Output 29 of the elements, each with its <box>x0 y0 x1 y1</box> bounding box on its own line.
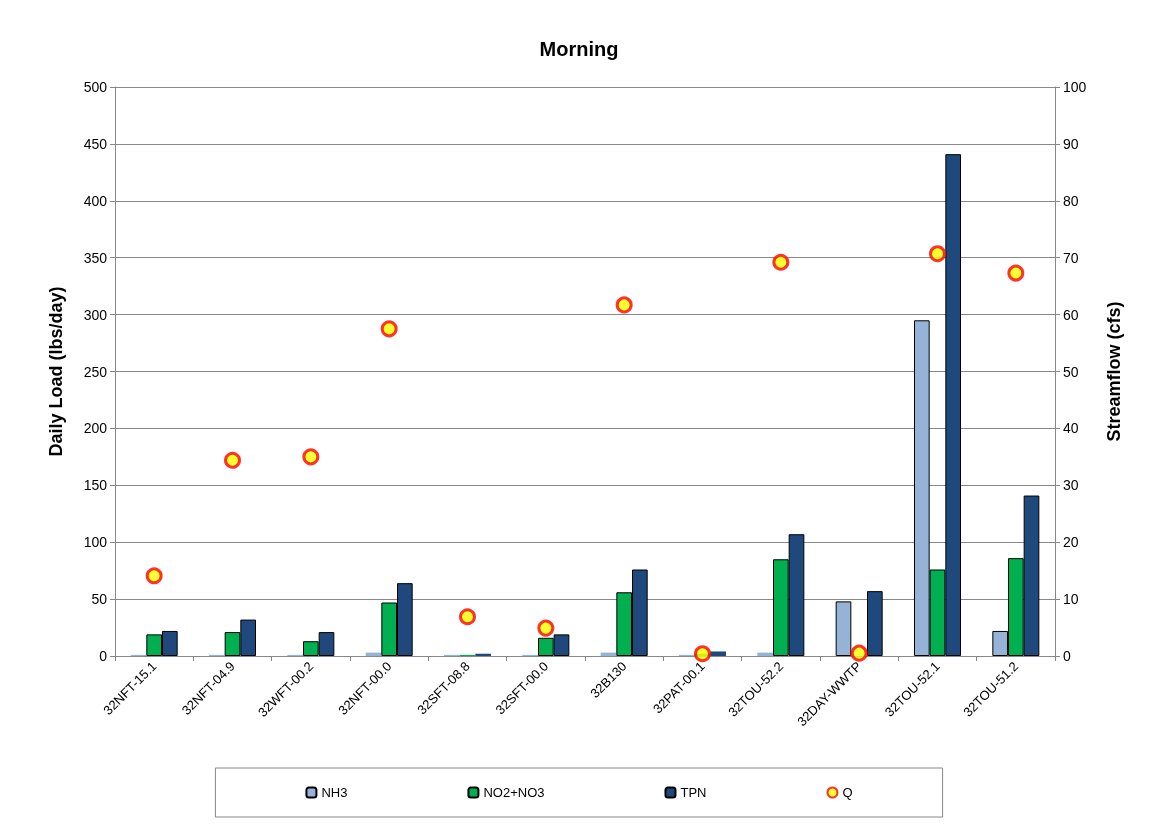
y-tick-label: 400 <box>83 192 108 209</box>
y-tick-label: 0 <box>99 648 108 664</box>
y-tick-label: 500 <box>83 79 108 95</box>
y2-tick-label: 20 <box>1063 534 1079 551</box>
y-tick-label: 150 <box>83 477 108 494</box>
y2-axis-title: Streamflow (cfs) <box>1104 301 1124 442</box>
y2-tick-label: 100 <box>1063 79 1087 95</box>
y2-tick-label: 80 <box>1063 192 1079 209</box>
y2-tick-label: 40 <box>1063 420 1079 437</box>
chart-title: Morning <box>539 38 619 60</box>
y2-tick-label: 60 <box>1063 306 1079 323</box>
y2-tick-label: 0 <box>1063 648 1071 664</box>
y-tick-label: 100 <box>83 534 108 551</box>
legend-label: Q <box>842 785 853 800</box>
y2-tick-label: 90 <box>1063 135 1079 152</box>
y2-tick-label: 70 <box>1063 249 1079 266</box>
y-tick-label: 350 <box>83 249 108 266</box>
y2-tick-label: 10 <box>1063 591 1079 608</box>
y-tick-label: 450 <box>83 135 108 152</box>
y-tick-label: 300 <box>83 306 108 323</box>
y-axis-title: Daily Load (lbs/day) <box>46 286 66 457</box>
y2-tick-label: 30 <box>1063 477 1079 494</box>
legend-label: TPN <box>680 785 707 800</box>
legend-label: NH3 <box>321 785 348 800</box>
y2-tick-label: 50 <box>1063 363 1079 380</box>
legend-label: NO2+NO3 <box>483 785 545 800</box>
y-tick-label: 250 <box>83 363 108 380</box>
y-tick-label: 50 <box>91 591 108 608</box>
y-tick-label: 200 <box>83 420 108 437</box>
